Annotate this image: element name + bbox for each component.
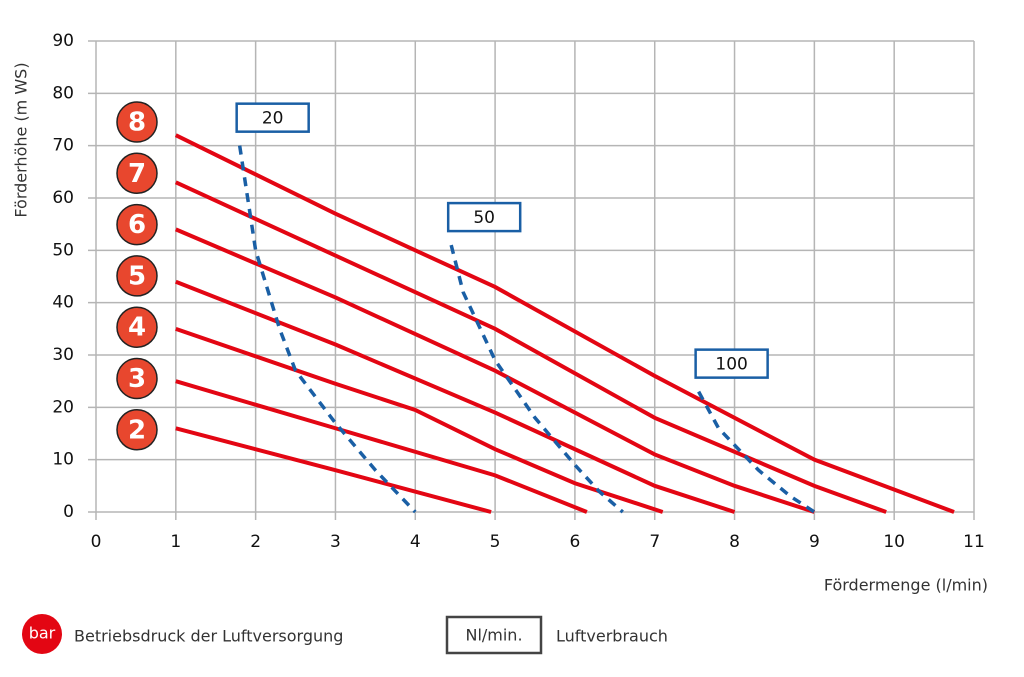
x-tick-label: 7 — [649, 532, 660, 552]
curve-label-box — [446, 201, 522, 233]
legend-box-text: Nl/min. — [465, 626, 522, 645]
x-tick-label: 3 — [330, 532, 341, 552]
curve — [237, 145, 417, 514]
x-tick-label: 8 — [729, 532, 740, 552]
curve-label: 3 — [128, 364, 146, 394]
legend-box — [445, 615, 543, 655]
legend-text: Betriebsdruck der Luftversorgung — [74, 627, 343, 646]
curve — [175, 326, 664, 514]
y-tick-label: 90 — [52, 31, 74, 51]
y-tick-label: 80 — [52, 83, 74, 103]
curve-label-box — [235, 102, 310, 133]
legend-badge-text: bar — [29, 624, 56, 643]
x-tick-label: 5 — [490, 532, 501, 552]
curve-label: 6 — [128, 210, 146, 240]
y-tick-label: 20 — [52, 397, 74, 417]
curve-label: 8 — [128, 108, 146, 138]
legend-badge — [22, 614, 62, 654]
curve — [174, 180, 887, 514]
y-tick-label: 0 — [63, 502, 74, 522]
x-tick-label: 11 — [963, 532, 985, 552]
curve-badge — [116, 409, 158, 451]
x-tick-label: 6 — [569, 532, 580, 552]
curve-badge — [116, 101, 158, 143]
x-tick-label: 4 — [410, 532, 421, 552]
y-axis-label: Förderhöhe (m WS) — [12, 62, 31, 217]
curve-label-box — [694, 348, 769, 379]
curve-label: 20 — [262, 109, 284, 129]
x-tick-label: 0 — [91, 532, 102, 552]
x-axis-label: Fördermenge (l/min) — [824, 576, 988, 595]
y-tick-label: 40 — [52, 293, 74, 313]
curve — [175, 279, 736, 514]
curve — [175, 379, 588, 514]
curve-label: 2 — [128, 415, 146, 445]
curve — [175, 426, 492, 514]
y-tick-label: 30 — [52, 345, 74, 365]
y-tick-label: 50 — [52, 240, 74, 260]
curve — [174, 133, 955, 514]
legend-text: Luftverbrauch — [556, 627, 668, 646]
curve-badge — [116, 306, 158, 348]
curve — [175, 227, 815, 514]
curve-label: 50 — [473, 208, 495, 228]
curve — [449, 244, 624, 514]
x-tick-label: 1 — [170, 532, 181, 552]
curve-badge — [116, 255, 158, 297]
curve-label: 100 — [715, 355, 747, 375]
x-tick-label: 2 — [250, 532, 261, 552]
curve-label: 5 — [128, 261, 146, 291]
curve — [697, 390, 816, 514]
curve-badge — [116, 357, 158, 400]
curve-label: 4 — [128, 313, 146, 343]
curve-label: 7 — [128, 159, 146, 189]
y-tick-label: 70 — [52, 136, 74, 156]
x-tick-label: 10 — [883, 532, 905, 552]
curve-badge — [116, 203, 158, 246]
y-tick-label: 10 — [52, 450, 74, 470]
curve-badge — [116, 152, 158, 195]
x-tick-label: 9 — [809, 532, 820, 552]
y-tick-label: 60 — [52, 188, 74, 208]
